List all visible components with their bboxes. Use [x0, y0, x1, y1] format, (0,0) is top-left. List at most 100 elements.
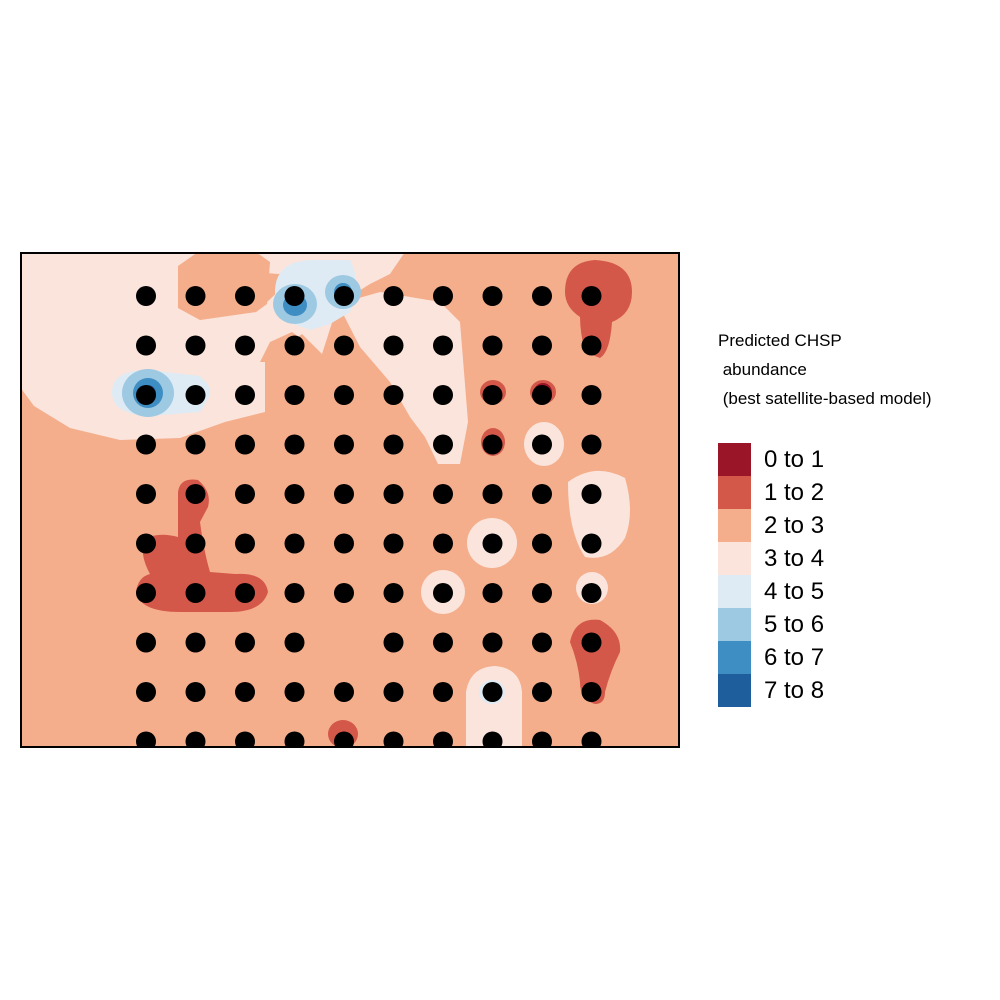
legend-title-line-1: Predicted CHSP — [718, 331, 842, 350]
survey-point — [334, 385, 354, 405]
survey-point — [185, 434, 206, 455]
survey-point — [433, 583, 453, 603]
survey-point — [383, 484, 404, 504]
survey-point — [482, 731, 503, 748]
survey-point — [334, 484, 354, 504]
survey-point — [581, 632, 602, 653]
legend-swatch — [718, 608, 751, 641]
survey-point — [284, 682, 305, 702]
legend-swatch — [718, 542, 751, 575]
survey-point — [185, 286, 206, 306]
survey-point — [532, 632, 552, 653]
survey-point — [383, 385, 404, 405]
survey-point — [383, 335, 404, 356]
survey-point — [334, 335, 354, 356]
survey-point — [383, 583, 404, 603]
survey-point — [581, 682, 602, 702]
survey-point — [136, 533, 156, 554]
legend-swatch — [718, 476, 751, 509]
survey-point — [532, 682, 552, 702]
survey-point — [136, 385, 156, 405]
survey-point — [334, 583, 354, 603]
map-border — [20, 252, 680, 748]
survey-point — [235, 286, 255, 306]
survey-point — [185, 484, 206, 504]
survey-point — [284, 385, 305, 405]
survey-point — [334, 731, 354, 748]
survey-point — [235, 731, 255, 748]
survey-point — [433, 682, 453, 702]
survey-point — [482, 484, 503, 504]
survey-point — [532, 286, 552, 306]
legend-title-line-3: (best satellite-based model) — [718, 389, 932, 408]
survey-point — [334, 533, 354, 554]
survey-point — [235, 335, 255, 356]
survey-point — [136, 682, 156, 702]
survey-point — [581, 583, 602, 603]
survey-point — [532, 533, 552, 554]
survey-point — [433, 385, 453, 405]
survey-point — [581, 533, 602, 554]
survey-point — [185, 682, 206, 702]
survey-point — [185, 583, 206, 603]
region-3-to-4-bottom — [466, 666, 522, 748]
survey-point — [383, 632, 404, 653]
survey-point — [532, 731, 552, 748]
survey-point — [284, 632, 305, 653]
survey-point — [532, 434, 552, 455]
survey-point — [235, 632, 255, 653]
abundance-map — [20, 252, 680, 748]
map-panel — [20, 252, 680, 748]
legend-label: 1 to 2 — [764, 478, 825, 506]
survey-point — [532, 385, 552, 405]
survey-point — [284, 286, 305, 306]
region-2-to-3-tongue — [178, 252, 270, 320]
survey-point — [136, 731, 156, 748]
region-3-to-4-plume — [338, 292, 468, 464]
survey-point — [532, 583, 552, 603]
survey-point — [383, 286, 404, 306]
legend-item: 5 to 6 — [718, 608, 988, 641]
legend-swatch — [718, 509, 751, 542]
survey-point — [433, 434, 453, 455]
region-1-to-2-top-right — [565, 260, 632, 358]
survey-point — [235, 533, 255, 554]
survey-point — [383, 434, 404, 455]
survey-point — [185, 533, 206, 554]
legend-label: 3 to 4 — [764, 544, 825, 572]
legend-label: 7 to 8 — [764, 676, 825, 704]
survey-point — [482, 335, 503, 356]
survey-point — [136, 583, 156, 603]
survey-point — [581, 385, 602, 405]
survey-point — [433, 533, 453, 554]
survey-point — [235, 583, 255, 603]
survey-point — [185, 731, 206, 748]
survey-point — [284, 583, 305, 603]
legend-swatch — [718, 443, 751, 476]
survey-point — [482, 583, 503, 603]
survey-point — [482, 434, 503, 455]
survey-point — [235, 385, 255, 405]
legend: Predicted CHSP abundance (best satellite… — [718, 326, 988, 707]
survey-point — [284, 484, 305, 504]
survey-point — [532, 335, 552, 356]
survey-point — [383, 682, 404, 702]
survey-point — [185, 632, 206, 653]
legend-label: 2 to 3 — [764, 511, 825, 539]
survey-point — [136, 434, 156, 455]
survey-point — [482, 682, 503, 702]
survey-point — [284, 533, 305, 554]
legend-label: 5 to 6 — [764, 610, 825, 638]
legend-swatch — [718, 674, 751, 707]
survey-points — [136, 286, 602, 748]
survey-point — [383, 731, 404, 748]
survey-point — [581, 434, 602, 455]
survey-point — [235, 484, 255, 504]
legend-item: 6 to 7 — [718, 641, 988, 674]
legend-item: 4 to 5 — [718, 575, 988, 608]
survey-point — [136, 484, 156, 504]
survey-point — [482, 385, 503, 405]
survey-point — [185, 385, 206, 405]
survey-point — [235, 434, 255, 455]
legend-item: 0 to 1 — [718, 443, 988, 476]
